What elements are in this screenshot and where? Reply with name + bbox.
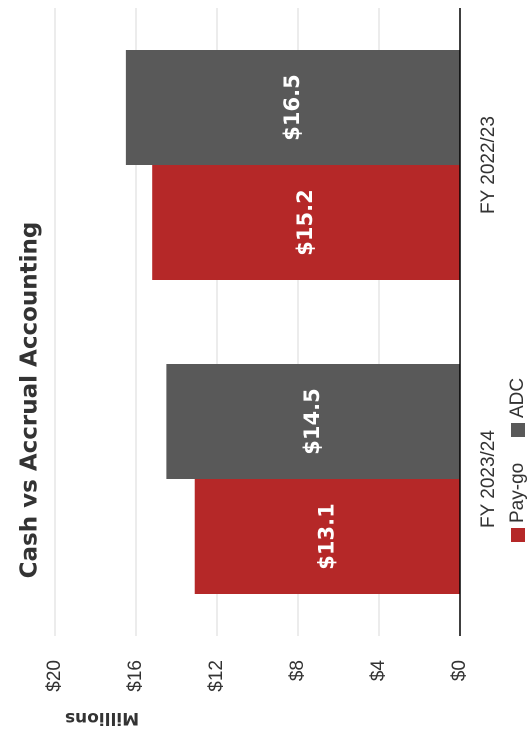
bar (166, 364, 460, 479)
y-tick-label: $20 (44, 660, 65, 692)
bar (194, 479, 460, 594)
y-tick-labels: $0 $4 $8 $12 $16 $20 (44, 660, 470, 692)
chart-title: Cash vs Accrual Accounting (17, 222, 43, 579)
data-label: $13.1 (314, 503, 338, 569)
y-tick-label: $4 (368, 660, 389, 682)
y-tick-label: $8 (287, 660, 308, 681)
bar (152, 165, 460, 280)
legend: Pay-go ADC (507, 378, 528, 542)
legend-label: ADC (507, 378, 528, 418)
category-label: FY 2022/23 (478, 116, 499, 214)
category-labels: FY 2022/23 FY 2023/24 (478, 116, 499, 528)
legend-swatch (511, 423, 525, 437)
legend-label: Pay-go (507, 463, 528, 523)
data-label: $15.2 (293, 189, 317, 255)
y-tick-label: $16 (125, 660, 146, 692)
category-label: FY 2023/24 (478, 430, 499, 528)
bars (125, 50, 460, 594)
data-label: $14.5 (300, 388, 324, 454)
y-tick-label: $12 (206, 660, 227, 692)
y-tick-label: $0 (449, 660, 470, 681)
data-label: $16.5 (280, 74, 304, 140)
bar-labels: $15.2 $16.5 $13.1 $14.5 (280, 74, 338, 569)
legend-swatch (511, 528, 525, 542)
bar (125, 50, 460, 165)
y-axis-label: Millions (65, 708, 139, 728)
